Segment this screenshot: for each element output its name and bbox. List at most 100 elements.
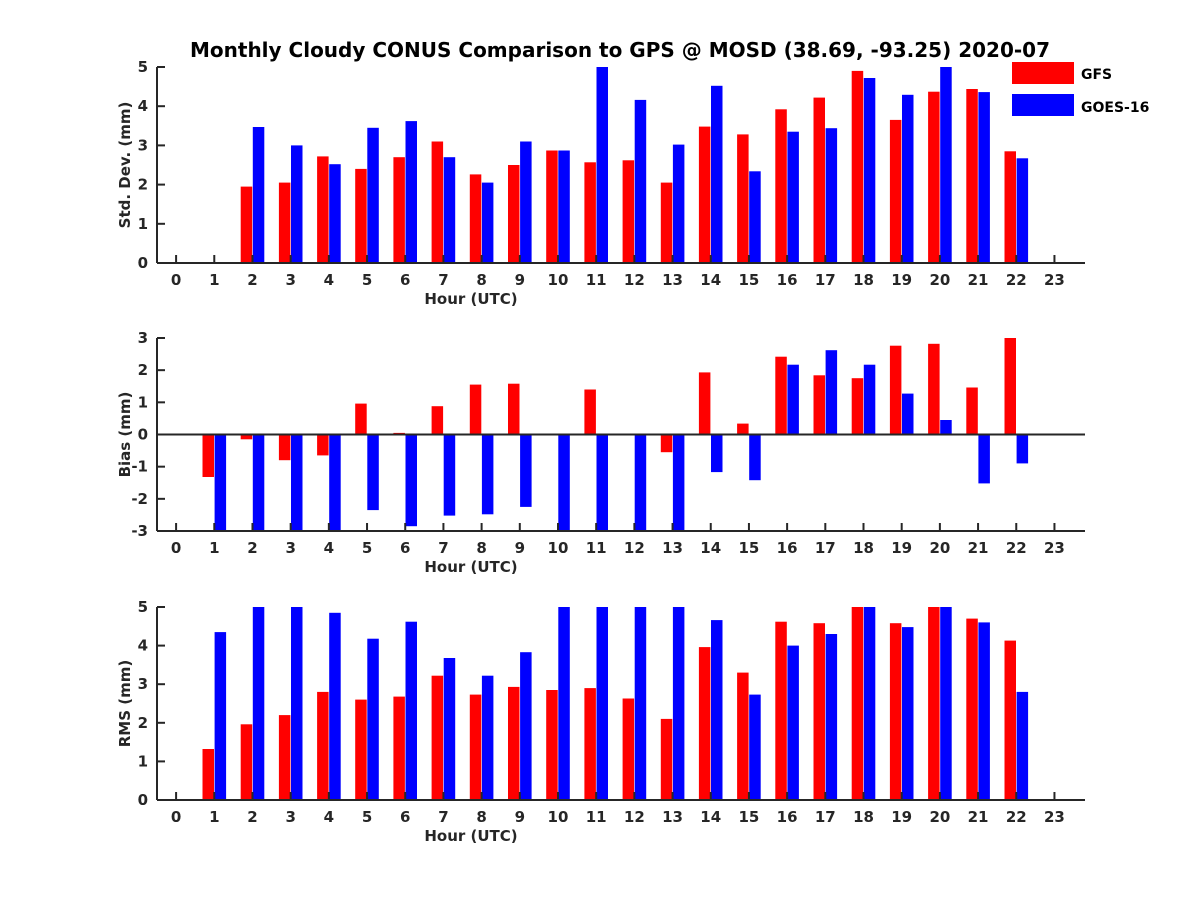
bar-gfs-hour-19 xyxy=(889,623,902,800)
y-tick-label: 2 xyxy=(138,176,148,194)
x-tick-label: 20 xyxy=(929,271,950,289)
bar-goes16-hour-14 xyxy=(711,620,723,800)
y-tick-label: 4 xyxy=(138,97,148,115)
x-tick-label: 3 xyxy=(285,539,295,557)
bar-gfs-hour-11 xyxy=(584,688,596,800)
bar-goes16-hour-10 xyxy=(558,434,570,531)
bar-goes16-hour-7 xyxy=(443,434,456,516)
x-tick-label: 12 xyxy=(624,539,645,557)
y-tick-label: 2 xyxy=(138,714,148,732)
bar-gfs-hour-6 xyxy=(393,696,405,800)
x-tick-label: 11 xyxy=(586,808,607,826)
y-tick-label: -1 xyxy=(131,458,148,476)
x-tick-label: 3 xyxy=(285,271,295,289)
bar-goes16-hour-16 xyxy=(787,364,799,435)
bar-gfs-hour-3 xyxy=(278,715,291,800)
x-tick-label: 19 xyxy=(891,539,912,557)
bar-goes16-hour-14 xyxy=(711,85,723,263)
x-tick-label: 7 xyxy=(438,808,448,826)
bar-gfs-hour-5 xyxy=(355,699,367,800)
bar-gfs-hour-19 xyxy=(889,119,902,264)
x-tick-label: 22 xyxy=(1006,271,1027,289)
bar-goes16-hour-9 xyxy=(520,652,532,800)
x-tick-label: 11 xyxy=(586,271,607,289)
bar-gfs-hour-9 xyxy=(508,165,520,263)
bar-gfs-hour-13 xyxy=(660,718,673,800)
bar-goes16-hour-7 xyxy=(443,658,456,800)
bar-goes16-hour-11 xyxy=(596,67,608,263)
x-tick-label: 0 xyxy=(171,271,181,289)
bar-gfs-hour-21 xyxy=(966,387,978,435)
x-tick-label: 7 xyxy=(438,271,448,289)
x-tick-label: 12 xyxy=(624,808,645,826)
y-tick-label: 3 xyxy=(138,675,148,693)
x-axis-label: Hour (UTC) xyxy=(424,827,517,845)
bar-gfs-hour-17 xyxy=(813,623,825,800)
x-tick-label: 14 xyxy=(700,808,721,826)
bar-goes16-hour-21 xyxy=(978,92,990,263)
bar-goes16-hour-19 xyxy=(902,627,914,800)
x-tick-label: 10 xyxy=(548,271,569,289)
bar-gfs-hour-7 xyxy=(431,141,444,263)
bar-gfs-hour-10 xyxy=(546,690,558,800)
x-tick-label: 21 xyxy=(968,539,989,557)
x-tick-label: 3 xyxy=(285,808,295,826)
x-tick-label: 15 xyxy=(738,271,759,289)
bar-gfs-hour-9 xyxy=(508,686,520,800)
bar-gfs-hour-20 xyxy=(928,343,940,435)
bar-goes16-hour-17 xyxy=(825,128,838,263)
bar-gfs-hour-16 xyxy=(775,109,787,263)
x-axis-label: Hour (UTC) xyxy=(424,290,517,308)
bar-goes16-hour-18 xyxy=(863,607,876,800)
bar-goes16-hour-2 xyxy=(252,434,265,531)
bar-goes16-hour-15 xyxy=(749,171,761,263)
bar-gfs-hour-5 xyxy=(355,403,367,435)
bar-gfs-hour-15 xyxy=(737,134,749,263)
x-tick-label: 23 xyxy=(1044,539,1065,557)
bar-goes16-hour-17 xyxy=(825,350,838,435)
bar-gfs-hour-9 xyxy=(508,383,520,435)
x-tick-label: 20 xyxy=(929,808,950,826)
bar-goes16-hour-13 xyxy=(672,607,685,800)
bar-gfs-hour-14 xyxy=(698,126,711,263)
bar-goes16-hour-5 xyxy=(367,127,379,263)
bar-gfs-hour-17 xyxy=(813,97,825,263)
x-axis-label: Hour (UTC) xyxy=(424,558,517,576)
x-tick-label: 17 xyxy=(815,808,836,826)
x-tick-label: 2 xyxy=(247,808,257,826)
bar-gfs-hour-14 xyxy=(698,372,711,435)
x-tick-label: 1 xyxy=(209,808,219,826)
bar-goes16-hour-12 xyxy=(634,99,647,264)
x-tick-label: 15 xyxy=(738,808,759,826)
bar-gfs-hour-7 xyxy=(431,406,444,435)
bar-goes16-hour-11 xyxy=(596,434,608,531)
y-tick-label: 0 xyxy=(138,426,148,444)
bar-goes16-hour-19 xyxy=(902,94,914,263)
bar-gfs-hour-10 xyxy=(546,150,558,263)
x-tick-label: 7 xyxy=(438,539,448,557)
bar-gfs-hour-11 xyxy=(584,162,596,263)
bar-goes16-hour-16 xyxy=(787,131,799,263)
bar-gfs-hour-19 xyxy=(889,345,902,435)
bar-goes16-hour-14 xyxy=(711,434,723,473)
bar-gfs-hour-13 xyxy=(660,182,673,263)
x-tick-label: 4 xyxy=(324,271,334,289)
x-tick-label: 6 xyxy=(400,271,410,289)
x-tick-label: 11 xyxy=(586,539,607,557)
y-tick-label: 0 xyxy=(138,254,148,272)
x-tick-label: 20 xyxy=(929,539,950,557)
y-axis-label: RMS (mm) xyxy=(116,660,134,747)
y-tick-label: 5 xyxy=(138,598,148,616)
bar-goes16-hour-9 xyxy=(520,141,532,263)
bar-goes16-hour-17 xyxy=(825,634,838,800)
bar-goes16-hour-13 xyxy=(672,434,685,531)
x-tick-label: 22 xyxy=(1006,539,1027,557)
bar-gfs-hour-22 xyxy=(1004,338,1016,435)
x-tick-label: 13 xyxy=(662,539,683,557)
bar-gfs-hour-8 xyxy=(469,174,482,263)
x-tick-label: 21 xyxy=(968,808,989,826)
x-tick-label: 21 xyxy=(968,271,989,289)
legend: GFS GOES-16 xyxy=(1012,62,1149,116)
x-tick-label: 18 xyxy=(853,539,874,557)
bar-gfs-hour-4 xyxy=(317,156,329,263)
